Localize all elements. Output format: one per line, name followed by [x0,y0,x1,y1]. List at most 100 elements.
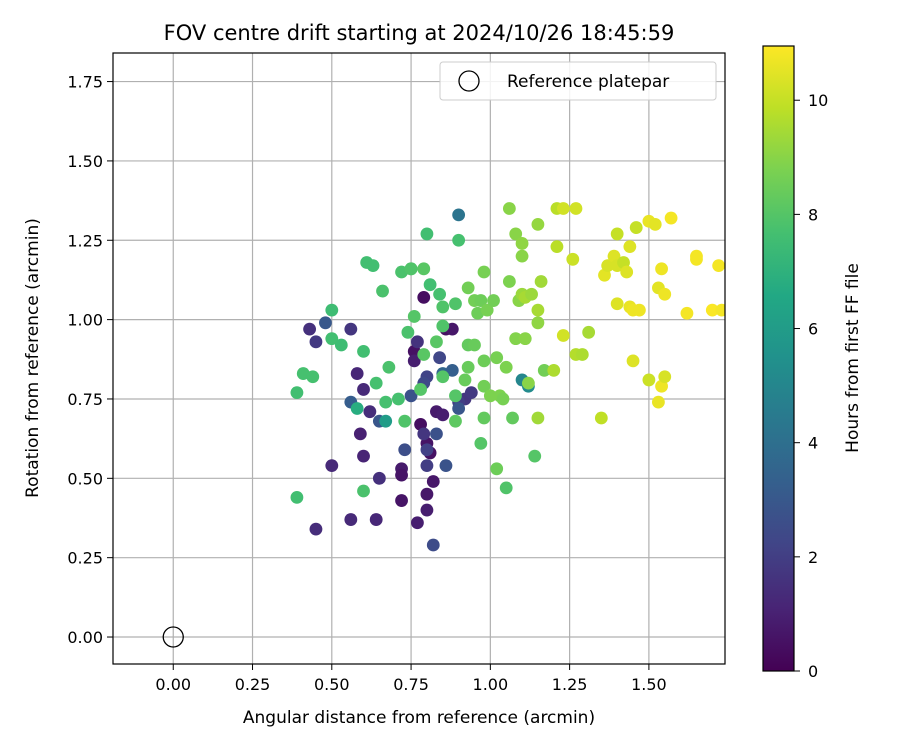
data-point [309,522,323,536]
data-point [452,233,466,247]
data-point [610,227,624,241]
data-point [534,275,548,288]
y-axis-ticks: 0.00 0.25 0.50 0.75 1.00 1.25 1.50 1.75 [67,73,113,647]
data-point [430,335,443,349]
data-point [490,462,504,476]
data-point [705,303,719,317]
y-tick-label: 0.75 [67,390,103,409]
data-point [566,252,580,266]
data-point [506,411,519,425]
legend-frame [439,61,717,101]
data-point [531,303,545,317]
legend-open-circle-marker [458,70,480,92]
data-point [477,265,491,279]
data-point [490,351,504,365]
data-point [433,351,447,365]
data-point [515,237,529,250]
data-point [417,291,431,304]
data-point [525,287,538,301]
data-point [477,379,491,393]
data-point [372,471,386,485]
colorbar-ticks: 0 2 4 6 8 10 [794,91,828,681]
data-point [655,262,668,276]
data-point [366,259,380,273]
data-point [582,325,596,339]
data-point [474,437,488,450]
data-point [395,468,408,482]
data-point [620,265,634,279]
data-point [325,459,339,473]
data-point [499,481,513,495]
data-point [379,395,393,409]
data-point [623,240,637,254]
y-tick-label: 1.00 [67,311,103,330]
data-point [556,202,570,215]
data-point [436,370,450,384]
data-point [376,284,389,298]
reference-platepar-marker [162,626,184,648]
data-point [509,332,523,346]
data-point [642,373,656,387]
data-point [363,405,377,419]
data-point [690,249,703,263]
data-point [382,360,396,374]
data-point [414,383,427,396]
data-point [521,376,535,390]
data-point [417,427,431,441]
data-point [556,329,570,342]
y-tick-label: 0.00 [67,628,103,647]
data-point [515,249,529,263]
data-point [379,414,393,428]
data-point [715,303,725,317]
data-point [610,297,624,311]
data-point [461,281,475,295]
data-point [477,354,491,368]
data-point [569,202,583,215]
data-point [550,240,564,254]
data-point [531,411,545,425]
data-point [509,227,523,241]
data-point [325,332,339,346]
legend: Reference platepar [439,61,717,101]
colorbar-tick-label: 10 [808,91,828,110]
data-point [632,303,646,317]
data-point [420,503,434,517]
data-point [712,259,725,273]
data-point [458,373,472,387]
data-point [436,408,450,422]
y-tick-label: 0.25 [67,549,103,568]
x-tick-label: 0.00 [155,675,191,694]
colorbar-tick-label: 8 [808,205,818,224]
data-points [290,202,725,552]
data-point [325,303,339,317]
data-point [496,392,510,406]
reference-marker-layer [162,626,184,648]
data-point [420,443,434,457]
data-point [477,411,491,425]
data-point [652,395,665,409]
data-point [480,303,494,317]
data-point [528,449,542,463]
data-point [452,208,466,222]
data-point [411,516,424,530]
data-point [407,310,421,323]
colorbar-label: Hours from first FF file [843,263,863,453]
data-point [411,335,424,349]
data-point [483,389,497,403]
data-point [502,202,516,215]
data-point [680,306,694,320]
data-point [474,294,488,307]
data-point [334,338,348,352]
data-point [445,364,459,377]
data-point [303,322,317,336]
x-tick-label: 1.00 [473,675,509,694]
data-point [629,221,643,234]
data-point [575,348,589,361]
colorbar-tick-label: 6 [808,320,818,339]
data-point [449,389,462,403]
data-point [449,414,462,428]
data-point [594,411,608,425]
x-tick-label: 0.75 [393,675,429,694]
data-point [357,449,370,463]
